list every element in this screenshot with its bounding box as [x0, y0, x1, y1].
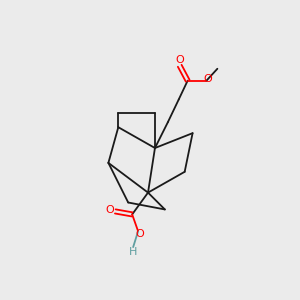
- Text: H: H: [129, 248, 137, 257]
- Text: O: O: [135, 229, 144, 239]
- Text: O: O: [204, 74, 212, 84]
- Text: O: O: [106, 205, 114, 215]
- Text: O: O: [175, 56, 184, 65]
